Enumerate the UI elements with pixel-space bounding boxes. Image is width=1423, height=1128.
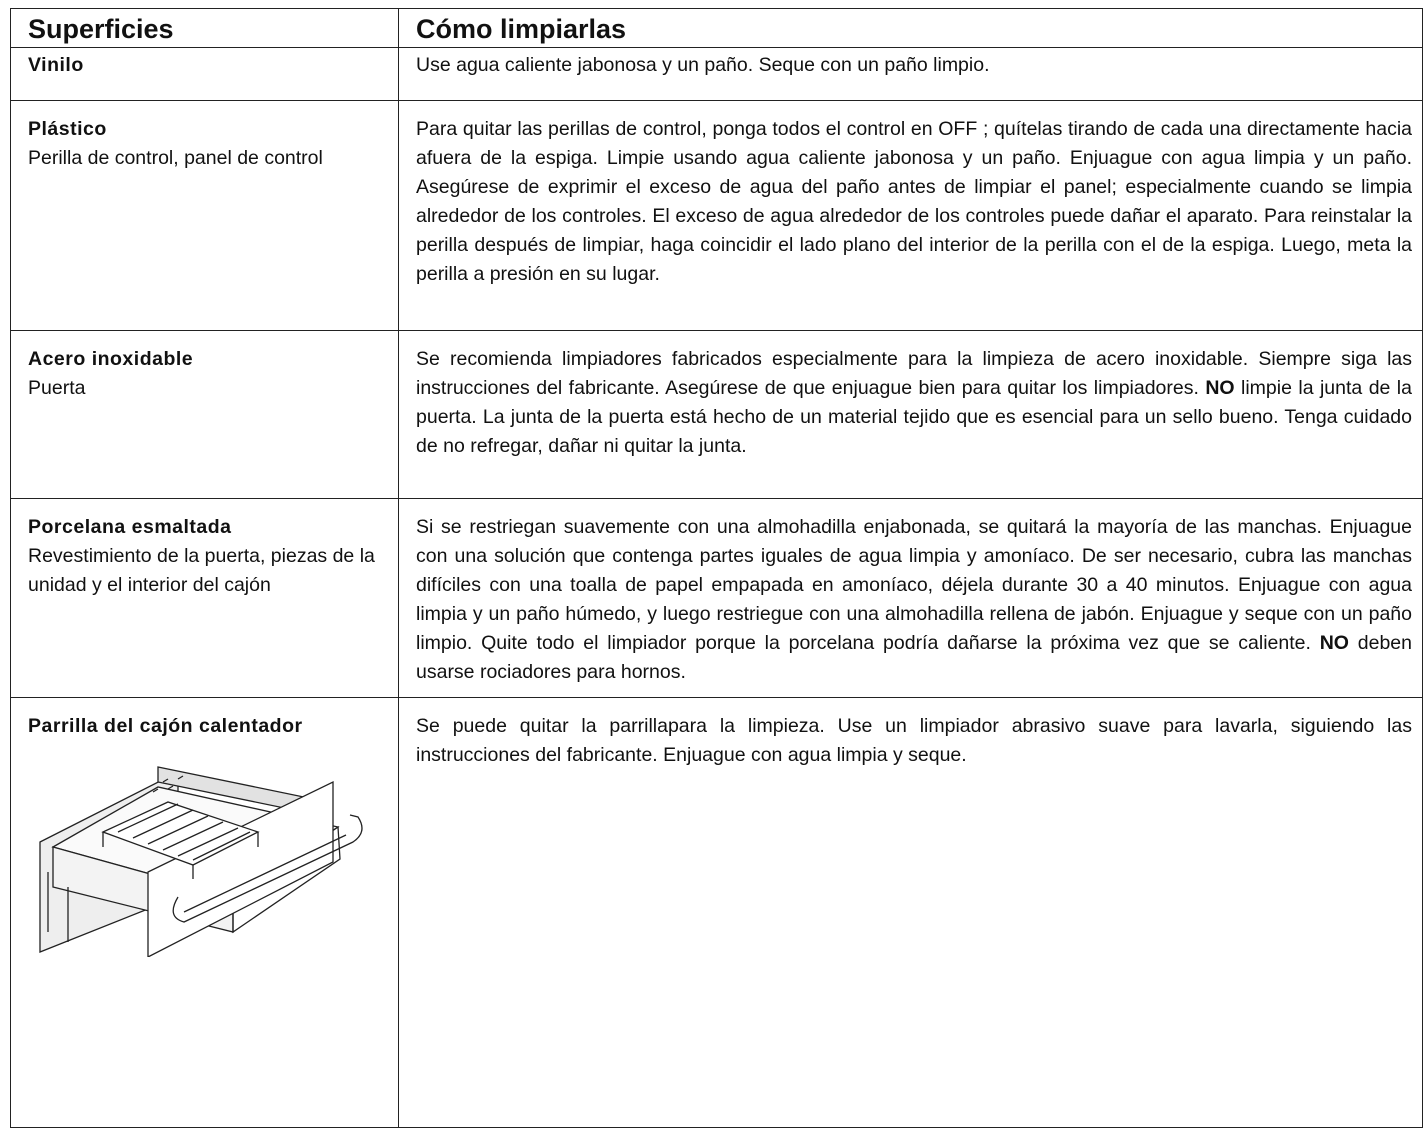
table-body: Vinilo Use agua caliente jabonosa y un pa… [10,47,1423,1128]
surface-name: Parrilla del cajón calentador [28,715,303,737]
instruction-text: Para quitar las perillas de control, pon… [416,118,1412,285]
instruction-text: Se puede quitar la parrillapara la limpi… [416,715,1412,766]
surface-cell: Plástico Perilla de control, panel de con… [10,100,399,331]
surface-detail: Puerta [28,377,86,399]
instructions-cell: Se recomienda limpiadores fabricados esp… [398,330,1423,499]
surface-name: Acero inoxidable [28,348,194,370]
header-cell: Superficies [10,8,399,48]
surface-detail: Perilla de control, panel de control [28,147,323,169]
surface-detail: Revestimiento de la puerta, piezas de la… [28,545,375,596]
instructions-cell: Use agua caliente jabonosa y un paño. Se… [398,47,1423,101]
cleaning-table: Superficies Cómo limpiarlas Vinilo Use ag… [10,8,1423,1128]
surface-name: Porcelana esmaltada [28,516,232,538]
instruction-text: deben usarse rociadores para hornos. [416,632,1412,683]
header-row: Superficies Cómo limpiarlas [10,8,1423,48]
instruction-text: Se recomienda limpiadores fabricados esp… [416,348,1412,399]
table-row: Plástico Perilla de control, panel de con… [10,100,1423,331]
surface-cell: Parrilla del cajón calentador [10,697,399,1128]
instructions-cell: Se puede quitar la parrillapara la limpi… [398,697,1423,1128]
surface-cell: Vinilo [10,47,399,101]
instruction-text: Use agua caliente jabonosa y un paño. Se… [416,54,990,76]
table-row: Vinilo Use agua caliente jabonosa y un pa… [10,47,1423,101]
header-cell: Cómo limpiarlas [398,8,1423,48]
surface-cell: Acero inoxidable Puerta [10,330,399,499]
instruction-text: limpie la junta de la puerta. La junta d… [416,377,1412,457]
drawer-illustration [39,766,363,957]
table-row: Parrilla del cajón calentador Se puede q… [10,697,1423,1128]
table-row: Porcelana esmaltada Revestimiento de la p… [10,498,1423,698]
instructions-cell: Para quitar las perillas de control, pon… [398,100,1423,331]
instruction-text: Si se restriegan suavemente con una almo… [416,516,1412,654]
emphasis: NO [1319,632,1349,654]
surface-cell: Porcelana esmaltada Revestimiento de la p… [10,498,399,698]
instructions-cell: Si se restriegan suavemente con una almo… [398,498,1423,698]
surface-name: Vinilo [28,54,84,76]
table-row: Acero inoxidable Puerta Se recomienda limp… [10,330,1423,499]
emphasis: NO [1205,377,1235,399]
surface-name: Plástico [28,118,107,140]
